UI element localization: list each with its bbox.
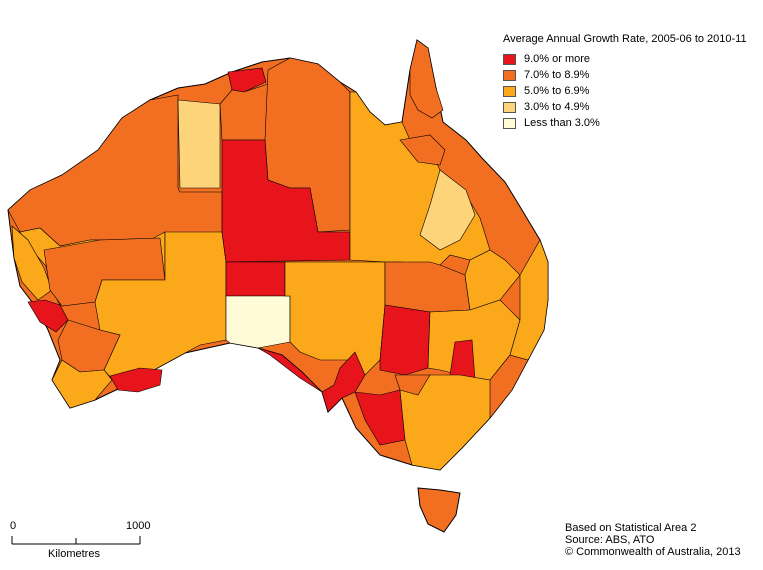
legend-item: 7.0% to 8.9% [503, 67, 747, 83]
region [409, 39, 444, 119]
map-credits: Based on Statistical Area 2 Source: ABS,… [565, 522, 741, 558]
credit-line: © Commonwealth of Australia, 2013 [565, 546, 741, 558]
legend: Average Annual Growth Rate, 2005-06 to 2… [503, 33, 747, 131]
legend-item: 9.0% or more [503, 51, 747, 67]
scale-max-label: 1000 [126, 520, 151, 532]
region [51, 359, 113, 409]
tasmania [417, 487, 461, 533]
scale-bar: 0 1000 Kilometres [10, 518, 151, 560]
legend-label: 7.0% to 8.9% [524, 69, 590, 81]
region [379, 304, 431, 376]
legend-label: Less than 3.0% [524, 117, 600, 129]
credit-line: Based on Statistical Area 2 [565, 522, 697, 534]
legend-label: 5.0% to 6.9% [524, 85, 590, 97]
region [11, 225, 53, 301]
legend-swatch [503, 101, 516, 113]
legend-title: Average Annual Growth Rate, 2005-06 to 2… [503, 33, 747, 45]
region [419, 169, 476, 251]
scale-bar-line [11, 536, 141, 545]
legend-swatch [503, 53, 516, 65]
scale-units: Kilometres [48, 548, 100, 560]
legend-swatch [503, 117, 516, 129]
region [257, 347, 366, 413]
legend-item: 5.0% to 6.9% [503, 83, 747, 99]
legend-swatch [503, 85, 516, 97]
legend-label: 9.0% or more [524, 53, 591, 65]
region [227, 67, 267, 93]
region [221, 139, 351, 263]
region [177, 99, 221, 189]
region [464, 249, 521, 311]
region [225, 295, 291, 349]
region [394, 374, 431, 396]
legend-swatch [503, 69, 516, 81]
region [225, 261, 286, 297]
scale-min-label: 0 [10, 520, 17, 532]
region [109, 367, 163, 393]
legend-label: 3.0% to 4.9% [524, 101, 590, 113]
legend-item: 3.0% to 4.9% [503, 99, 747, 115]
region [399, 134, 446, 166]
region [509, 239, 549, 361]
legend-item: Less than 3.0% [503, 115, 747, 131]
credit-line: Source: ABS, ATO [565, 534, 655, 546]
